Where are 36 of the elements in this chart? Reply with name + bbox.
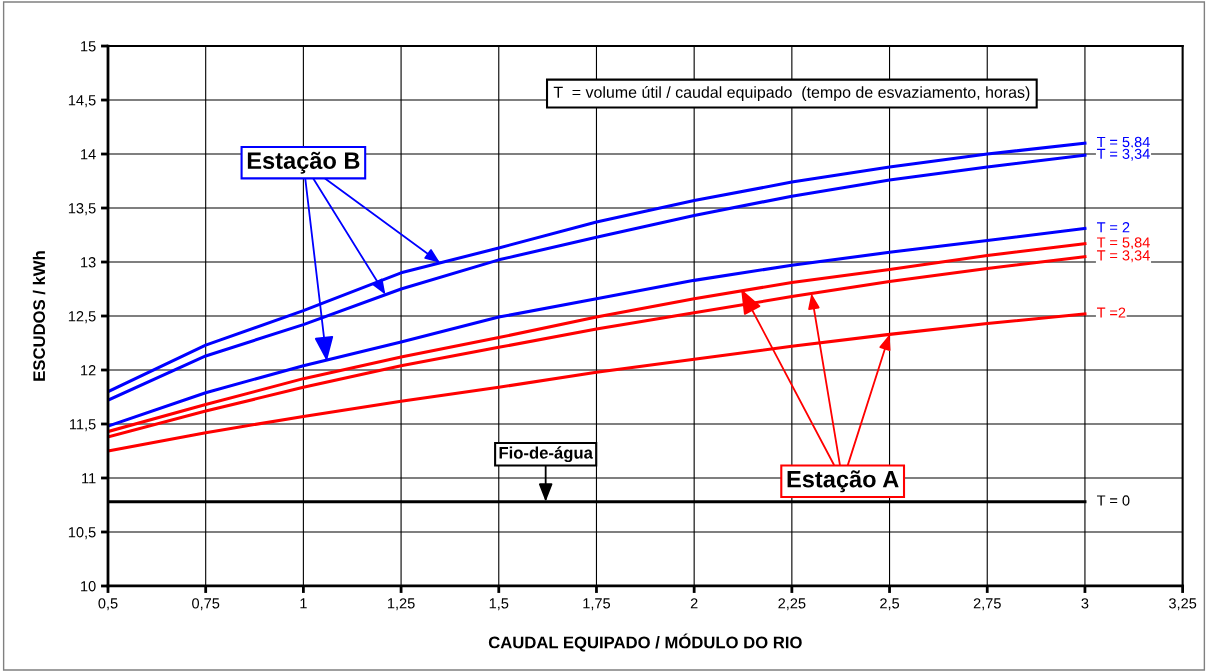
annotation: T = volume útil / caudal equipado (tempo de esvaziamento, horas) <box>553 86 1030 102</box>
series-label: T = 5,84 <box>1096 237 1150 250</box>
y-tick-label: 10,5 <box>68 527 96 540</box>
x-tick-label: 1,5 <box>489 598 509 611</box>
x-tick-label: 2,5 <box>880 598 900 611</box>
annotation: Fio-de-água <box>499 446 593 463</box>
x-tick-label: 0,75 <box>192 598 220 611</box>
series-label: T = 5,84 <box>1096 136 1150 149</box>
x-tick-label: 1 <box>300 598 307 609</box>
x-tick-label: 0,5 <box>98 598 118 611</box>
series-label: T =2 <box>1096 307 1126 318</box>
series-label: T = 3,34 <box>1096 250 1150 263</box>
y-tick-label: 13 <box>81 257 96 268</box>
series-label: T = 2 <box>1096 222 1130 233</box>
annotation: Estação A <box>787 470 899 493</box>
y-tick-label: 11,5 <box>70 419 96 432</box>
x-tick-label: 1,75 <box>583 598 611 611</box>
y-axis-title: ESCUDOS / kWh <box>32 251 46 381</box>
series-label: T = 3,34 <box>1096 148 1150 161</box>
x-tick-label: 2,75 <box>973 598 1001 611</box>
y-tick-label: 13,5 <box>68 203 96 216</box>
annotation: Estação B <box>247 151 360 174</box>
y-tick-label: 14,5 <box>68 95 96 108</box>
y-tick-label: 11 <box>82 473 96 484</box>
x-tick-label: 3,25 <box>1169 598 1197 611</box>
x-axis-title: CAUDAL EQUIPADO / MÓDULO DO RIO <box>488 633 802 652</box>
x-tick-label: 2 <box>690 598 698 609</box>
series-label: T = 0 <box>1096 495 1130 506</box>
x-tick-label: 1,25 <box>388 598 415 611</box>
y-tick-label: 10 <box>81 581 96 592</box>
x-tick-label: 3 <box>1081 598 1089 609</box>
x-tick-label: 2,25 <box>778 598 806 611</box>
y-tick-label: 12 <box>81 365 96 376</box>
y-tick-label: 12,5 <box>68 311 96 324</box>
y-tick-label: 15 <box>81 41 96 52</box>
y-tick-label: 14 <box>81 149 96 160</box>
